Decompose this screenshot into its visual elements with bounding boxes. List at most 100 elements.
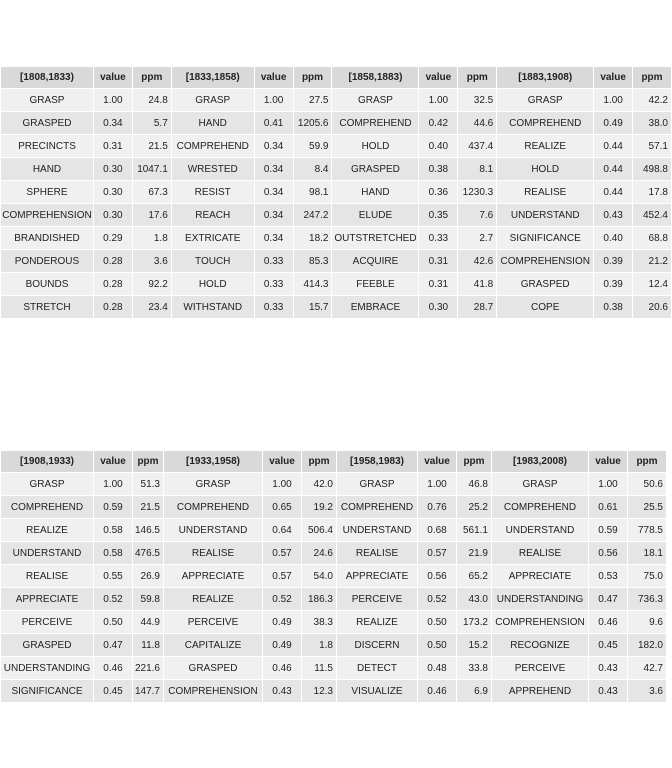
value-cell: 0.34 — [254, 204, 293, 226]
word-cell: REALIZE — [1, 519, 93, 541]
table-row: GRASP 1.00 51.3 GRASP 1.00 42.0 GRASP 1.00 46.8 G… — [1, 473, 666, 495]
ppm-cell: 1047.1 — [132, 158, 171, 180]
ppm-cell: 43.0 — [457, 588, 491, 610]
ppm-cell: 11.8 — [133, 634, 163, 656]
value-cell: 0.39 — [594, 273, 633, 295]
table-row: APPRECIATE 0.52 59.8 REALIZE 0.52 186.3 PERCEI… — [1, 588, 666, 610]
ppm-cell: 182.0 — [628, 634, 666, 656]
word-cell: DISCERN — [337, 634, 417, 656]
word-cell: ACQUIRE — [332, 250, 419, 272]
word-cell: APPRECIATE — [1, 588, 93, 610]
ppm-column-header: ppm — [633, 67, 671, 88]
ppm-column-header: ppm — [302, 451, 336, 472]
period-header: [1808,1833) — [1, 67, 93, 88]
word-cell: HAND — [1, 158, 93, 180]
table-row: PONDEROUS 0.28 3.6 TOUCH 0.33 85.3 ACQUIRE 0.31… — [1, 250, 671, 272]
value-cell: 1.00 — [418, 473, 456, 495]
value-cell: 0.34 — [254, 158, 293, 180]
table-row: COMPREHEND 0.59 21.5 COMPREHEND 0.65 19.2 COMP… — [1, 496, 666, 518]
value-cell: 0.52 — [418, 588, 456, 610]
table-row: REALIZE 0.58 146.5 UNDERSTAND 0.64 506.4 UNDER… — [1, 519, 666, 541]
ppm-cell: 38.3 — [302, 611, 336, 633]
value-cell: 0.52 — [94, 588, 132, 610]
ppm-cell: 25.5 — [628, 496, 666, 518]
word-cell: GRASP — [492, 473, 588, 495]
period-header: [1908,1933) — [1, 451, 93, 472]
value-cell: 0.46 — [418, 680, 456, 702]
word-cell: PONDEROUS — [1, 250, 93, 272]
ppm-cell: 1.8 — [302, 634, 336, 656]
word-cell: REALIZE — [337, 611, 417, 633]
value-cell: 0.50 — [418, 634, 456, 656]
ppm-cell: 17.8 — [633, 181, 671, 203]
value-cell: 0.43 — [594, 204, 633, 226]
value-cell: 0.56 — [589, 542, 627, 564]
value-column-header: value — [419, 67, 458, 88]
ppm-cell: 32.5 — [458, 89, 497, 111]
value-cell: 0.34 — [254, 135, 293, 157]
word-cell: COMPREHEND — [337, 496, 417, 518]
value-cell: 0.28 — [93, 250, 132, 272]
value-cell: 0.50 — [94, 611, 132, 633]
ppm-cell: 24.6 — [302, 542, 336, 564]
word-cell: APPRECIATE — [164, 565, 262, 587]
value-cell: 0.34 — [93, 112, 132, 134]
ppm-cell: 67.3 — [132, 181, 171, 203]
ppm-cell: 85.3 — [293, 250, 332, 272]
value-cell: 0.57 — [263, 565, 301, 587]
word-cell: COPE — [497, 296, 594, 318]
value-cell: 0.31 — [419, 250, 458, 272]
value-cell: 0.52 — [263, 588, 301, 610]
ppm-cell: 476.5 — [133, 542, 163, 564]
value-cell: 0.31 — [419, 273, 458, 295]
value-cell: 0.59 — [94, 496, 132, 518]
ppm-cell: 18.1 — [628, 542, 666, 564]
table-row: GRASP 1.00 24.8 GRASP 1.00 27.5 GRASP 1.00 32.5 G… — [1, 89, 671, 111]
value-cell: 0.39 — [594, 250, 633, 272]
ppm-column-header: ppm — [293, 67, 332, 88]
table-row: SIGNIFICANCE 0.45 147.7 COMPREHENSION 0.43 12… — [1, 680, 666, 702]
word-cell: HOLD — [497, 158, 594, 180]
word-cell: APPRECIATE — [492, 565, 588, 587]
top-similarity-table: [1808,1833) value ppm [1833,1858) value ppm [1… — [0, 66, 672, 319]
word-cell: GRASP — [337, 473, 417, 495]
word-cell: UNDERSTAND — [492, 519, 588, 541]
word-cell: GRASP — [332, 89, 419, 111]
table-row: STRETCH 0.28 23.4 WITHSTAND 0.33 15.7 EMBRACE 0… — [1, 296, 671, 318]
table-row: SPHERE 0.30 67.3 RESIST 0.34 98.1 HAND 0.36 1230… — [1, 181, 671, 203]
ppm-cell: 65.2 — [457, 565, 491, 587]
table-row: BOUNDS 0.28 92.2 HOLD 0.33 414.3 FEEBLE 0.31 41.… — [1, 273, 671, 295]
ppm-cell: 21.9 — [457, 542, 491, 564]
value-cell: 1.00 — [594, 89, 633, 111]
word-cell: GRASP — [171, 89, 254, 111]
word-cell: EMBRACE — [332, 296, 419, 318]
ppm-cell: 247.2 — [293, 204, 332, 226]
ppm-cell: 8.1 — [458, 158, 497, 180]
value-cell: 0.55 — [94, 565, 132, 587]
top-table-block: [1808,1833) value ppm [1833,1858) value ppm [1… — [0, 66, 672, 319]
word-cell: GRASPED — [497, 273, 594, 295]
word-cell: TOUCH — [171, 250, 254, 272]
ppm-cell: 27.5 — [293, 89, 332, 111]
ppm-cell: 59.8 — [133, 588, 163, 610]
word-cell: VISUALIZE — [337, 680, 417, 702]
ppm-cell: 8.4 — [293, 158, 332, 180]
value-column-header: value — [93, 67, 132, 88]
word-cell: REALISE — [497, 181, 594, 203]
word-cell: COMPREHEND — [1, 496, 93, 518]
value-cell: 0.65 — [263, 496, 301, 518]
ppm-cell: 7.6 — [458, 204, 497, 226]
word-cell: REALIZE — [164, 588, 262, 610]
ppm-cell: 17.6 — [132, 204, 171, 226]
table-row: BRANDISHED 0.29 1.8 EXTRICATE 0.34 18.2 OUTSTR… — [1, 227, 671, 249]
ppm-cell: 25.2 — [457, 496, 491, 518]
ppm-column-header: ppm — [628, 451, 666, 472]
word-cell: DETECT — [337, 657, 417, 679]
value-cell: 0.33 — [419, 227, 458, 249]
word-cell: OUTSTRETCHED — [332, 227, 419, 249]
word-cell: HOLD — [171, 273, 254, 295]
value-cell: 0.53 — [589, 565, 627, 587]
value-cell: 0.50 — [418, 611, 456, 633]
value-cell: 0.43 — [263, 680, 301, 702]
word-cell: WITHSTAND — [171, 296, 254, 318]
